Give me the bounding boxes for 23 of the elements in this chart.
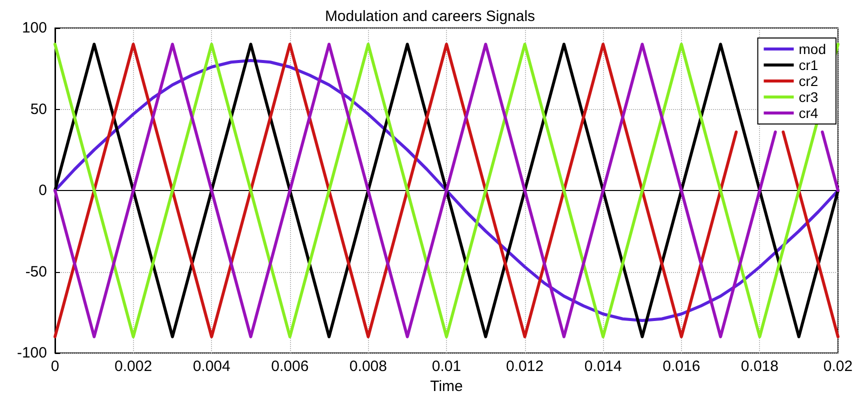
chart-title: Modulation and careers Signals: [324, 8, 536, 25]
x-tick-label: 0.012: [506, 358, 544, 375]
y-tick-label: 50: [30, 100, 47, 118]
x-tick-label: 0.016: [662, 358, 700, 375]
x-tick-label: 0.014: [584, 358, 622, 375]
legend-label: cr3: [798, 89, 818, 105]
legend-label: cr4: [798, 105, 818, 121]
y-tick-label: 0: [38, 182, 47, 199]
x-tick-label: 0.02: [823, 358, 853, 375]
y-tick-label: 100: [22, 20, 47, 36]
x-tick-label: 0.008: [349, 358, 387, 375]
x-tick-label: 0.006: [271, 358, 309, 375]
legend-label: cr2: [798, 73, 818, 89]
x-tick-label: 0.002: [114, 358, 152, 375]
x-tick-label: 0: [50, 358, 60, 375]
y-tick-label: -100: [16, 344, 47, 362]
x-axis-title: Time: [430, 378, 463, 395]
legend-label: mod: [798, 41, 826, 57]
y-tick-label: -50: [25, 263, 47, 280]
x-tick-label: 0.01: [432, 358, 462, 375]
legend-label: cr1: [798, 57, 818, 73]
x-tick-label: 0.004: [192, 358, 230, 375]
x-tick-label: 0.018: [740, 358, 778, 375]
